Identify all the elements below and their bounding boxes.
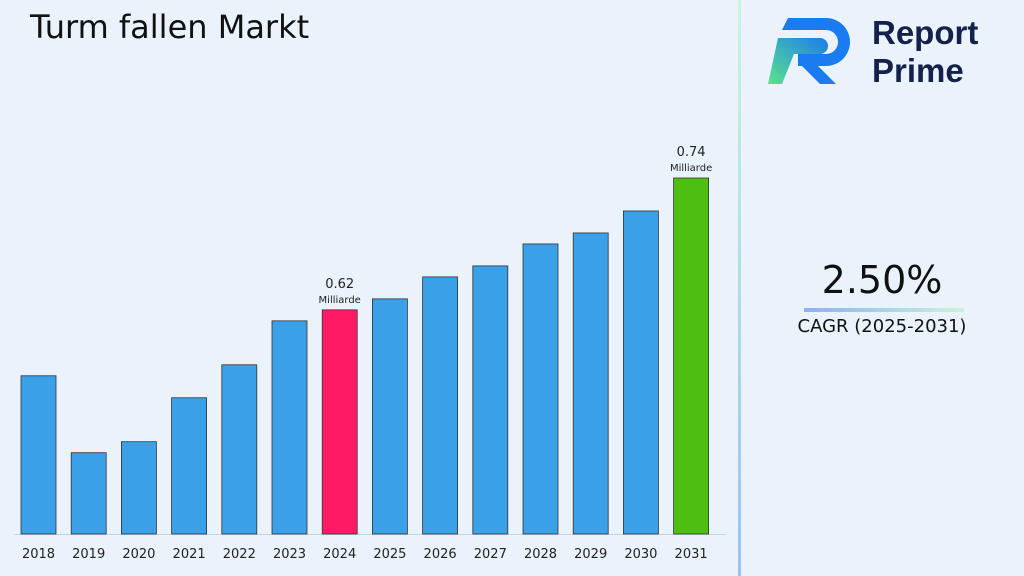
data-label-value: 0.62 — [325, 277, 354, 292]
x-tick-label: 2022 — [223, 547, 256, 562]
x-tick-label: 2027 — [474, 547, 507, 562]
x-tick-label: 2019 — [72, 547, 105, 562]
x-tick-label: 2021 — [173, 547, 206, 562]
bar-2031 — [673, 177, 709, 535]
bar-2029 — [572, 232, 609, 535]
cagr-label: CAGR (2025-2031) — [797, 316, 967, 337]
bar-2026 — [422, 276, 459, 535]
x-tick-label: 2030 — [624, 547, 657, 562]
bar-2030 — [623, 210, 659, 535]
x-tick-label: 2023 — [273, 547, 306, 562]
bar-2028 — [522, 243, 559, 535]
cagr-value: 2.50% — [821, 258, 943, 302]
brand-line2: Prime — [872, 52, 964, 89]
bar-2024 — [321, 309, 358, 535]
x-tick-label: 2020 — [122, 547, 155, 562]
x-tick-label: 2029 — [574, 547, 607, 562]
x-tick-label: 2024 — [323, 547, 356, 562]
bar-2018 — [20, 375, 57, 535]
x-tick-label: 2026 — [424, 547, 457, 562]
x-tick-label: 2025 — [373, 547, 406, 562]
brand-name: Report Prime — [872, 14, 978, 90]
data-label-unit: Milliarde — [670, 163, 712, 174]
divider — [738, 0, 741, 576]
bar-2022 — [221, 364, 258, 535]
x-tick-label: 2031 — [675, 547, 708, 562]
data-label-unit: Milliarde — [319, 295, 361, 306]
chart-title: Turm fallen Markt — [30, 8, 310, 46]
cagr-underline — [804, 308, 964, 312]
bar-2025 — [371, 298, 408, 535]
bar-2020 — [121, 441, 157, 535]
bar-2023 — [271, 320, 308, 535]
x-tick-label: 2028 — [524, 547, 557, 562]
bar-chart: 2018 2019 2020 2021 2022 2023 2024 0.62 Milliard… — [14, 145, 726, 562]
data-label-value: 0.74 — [677, 145, 706, 160]
bar-2019 — [70, 452, 107, 535]
bar-2021 — [171, 397, 208, 535]
report-prime-logo-icon — [768, 18, 850, 84]
x-tick-label: 2018 — [22, 547, 55, 562]
bar-2027 — [472, 265, 509, 535]
brand-line1: Report — [872, 14, 979, 51]
